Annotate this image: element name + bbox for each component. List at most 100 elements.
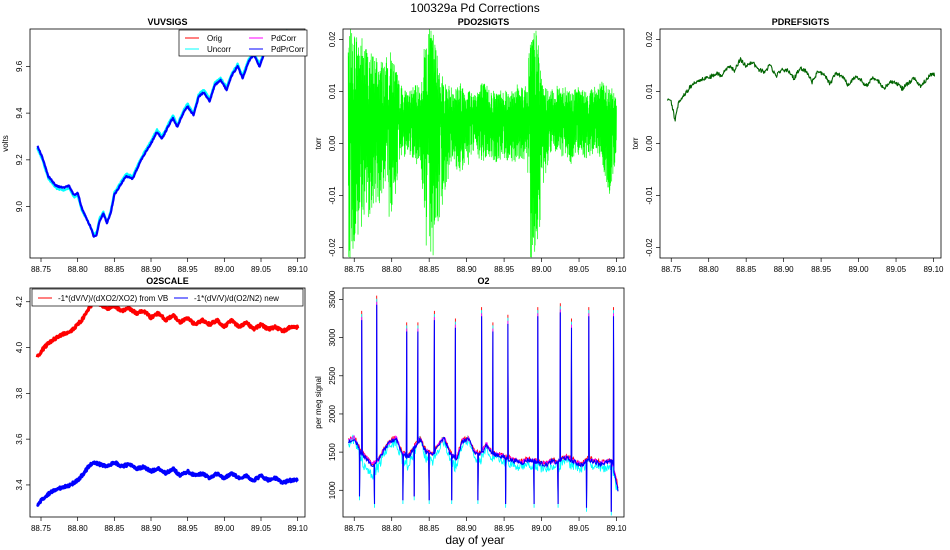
y-tick-label: 1500 xyxy=(328,443,337,461)
x-tick-label: 89.10 xyxy=(288,524,309,533)
legend-label: PdPrCorr xyxy=(271,45,305,54)
y-tick-label: 3.6 xyxy=(15,433,24,445)
series-line-pdo2sigts xyxy=(347,29,617,258)
x-tick-label: 89.05 xyxy=(569,265,590,274)
figure-title: 100329a Pd Corrections xyxy=(410,1,539,15)
legend-label: Uncorr xyxy=(207,45,231,54)
x-tick-label: 88.85 xyxy=(104,524,125,533)
y-tick-label: 0.02 xyxy=(328,31,337,47)
series-line-0 xyxy=(35,299,300,358)
y-tick-label: 2500 xyxy=(328,366,337,384)
y-tick-label: 0.00 xyxy=(645,135,654,151)
y-tick-label: 0.01 xyxy=(645,83,654,99)
y-tick-label: 9.0 xyxy=(15,200,24,212)
x-tick-label: 88.80 xyxy=(68,265,89,274)
y-tick-label: 3000 xyxy=(328,328,337,346)
legend-label: -1*(dV/V)/(dXO2/XO2) from VB xyxy=(58,294,168,303)
panel-title: PDO2SIGTS xyxy=(458,17,510,27)
x-tick-label: 88.80 xyxy=(699,265,720,274)
series-line-pdprcorr xyxy=(347,304,619,512)
x-tick-label: 88.85 xyxy=(736,265,757,274)
x-tick-label: 89.00 xyxy=(532,524,553,533)
x-tick-label: 89.05 xyxy=(251,524,272,533)
y-axis-label: torr xyxy=(631,137,640,149)
x-tick-label: 88.75 xyxy=(661,265,682,274)
x-tick-label: 89.10 xyxy=(606,524,627,533)
panel-pdrefsigts: PDREFSIGTS 88.75 88.80 88.85 88.90 88.95 89.00… xyxy=(631,17,944,274)
x-tick-label: 89.00 xyxy=(214,265,235,274)
legend-box xyxy=(178,29,308,57)
plot-area xyxy=(666,57,936,122)
y-tick-label: -0.01 xyxy=(328,186,337,205)
x-tick-label: 89.00 xyxy=(532,265,553,274)
panel-title: O2SCALE xyxy=(146,276,189,286)
plot-area xyxy=(347,29,617,258)
y-axis-label: torr xyxy=(314,137,323,149)
x-tick-label: 88.80 xyxy=(68,524,89,533)
panel-title: PDREFSIGTS xyxy=(772,17,830,27)
x-tick-label: 89.05 xyxy=(886,265,907,274)
x-tick-label: 88.95 xyxy=(178,265,199,274)
x-tick-label: 88.95 xyxy=(494,524,515,533)
x-tick-label: 88.75 xyxy=(344,524,365,533)
x-tick-label: 88.95 xyxy=(494,265,515,274)
y-axis-label: volts xyxy=(1,135,10,151)
panel-pdo2sigts: PDO2SIGTS 88.75 88.80 88.85 88.90 88.95 89.00 8… xyxy=(314,17,627,274)
x-tick-label: 88.80 xyxy=(382,524,403,533)
y-tick-label: 0.00 xyxy=(328,135,337,151)
x-tick-label: 88.95 xyxy=(811,265,832,274)
y-axis-label: per meg signal xyxy=(314,376,323,429)
x-tick-label: 89.00 xyxy=(849,265,870,274)
y-tick-label: 1000 xyxy=(328,481,337,499)
plot-frame xyxy=(29,287,306,518)
panel-o2: O2 88.75 88.80 88.85 88.90 88.95 89.00 89.05 89.… xyxy=(314,276,627,533)
y-tick-label: -0.02 xyxy=(328,238,337,257)
y-tick-label: 3500 xyxy=(328,290,337,308)
x-tick-label: 88.85 xyxy=(419,265,440,274)
plot-frame xyxy=(29,28,306,259)
x-tick-label: 88.80 xyxy=(382,265,403,274)
x-tick-label: 89.10 xyxy=(288,265,309,274)
x-tick-label: 88.75 xyxy=(31,524,52,533)
x-tick-label: 88.90 xyxy=(141,524,162,533)
panel-vuvsigs: VUVSIGS 88.75 88.80 88.85 88.90 88.95 89.00 89.… xyxy=(1,17,308,274)
y-tick-label: 2000 xyxy=(328,405,337,423)
x-tick-label: 89.05 xyxy=(251,265,272,274)
x-tick-label: 89.10 xyxy=(923,265,944,274)
x-tick-label: 88.75 xyxy=(344,265,365,274)
y-tick-label: 9.4 xyxy=(15,107,24,119)
y-tick-label: 4.0 xyxy=(15,341,24,353)
x-tick-label: 88.90 xyxy=(457,265,478,274)
y-tick-label: 4.2 xyxy=(15,296,24,308)
panel-title: O2 xyxy=(477,276,489,286)
y-tick-label: 9.2 xyxy=(15,154,24,166)
legend-label: -1*(dV/V)/d(O2/N2) new xyxy=(194,294,279,303)
x-tick-label: 88.90 xyxy=(774,265,795,274)
y-tick-label: -0.02 xyxy=(645,238,654,257)
series-line-0 xyxy=(666,57,936,122)
x-tick-label: 89.10 xyxy=(606,265,627,274)
y-tick-label: 0.02 xyxy=(645,31,654,47)
y-tick-label: 3.8 xyxy=(15,387,24,399)
x-tick-label: 88.85 xyxy=(104,265,125,274)
plot-area xyxy=(347,295,619,516)
figure-xlabel: day of year xyxy=(445,533,504,547)
legend-label: Orig xyxy=(207,34,222,43)
plot-frame xyxy=(342,287,625,518)
x-tick-label: 88.90 xyxy=(141,265,162,274)
x-tick-label: 88.90 xyxy=(457,524,478,533)
y-tick-label: 3.4 xyxy=(15,479,24,491)
y-tick-label: 9.6 xyxy=(15,60,24,72)
plot-area xyxy=(35,299,300,507)
x-tick-label: 88.85 xyxy=(419,524,440,533)
panel-title: VUVSIGS xyxy=(147,17,187,27)
x-tick-label: 89.00 xyxy=(214,524,235,533)
y-tick-label: 0.01 xyxy=(328,83,337,99)
legend-box xyxy=(31,288,304,307)
x-tick-label: 88.95 xyxy=(178,524,199,533)
legend-label: PdCorr xyxy=(271,34,297,43)
series-line-1 xyxy=(36,460,299,507)
panels-group: VUVSIGS 88.75 88.80 88.85 88.90 88.95 89.00 89.… xyxy=(1,17,944,533)
y-tick-label: -0.01 xyxy=(645,186,654,205)
